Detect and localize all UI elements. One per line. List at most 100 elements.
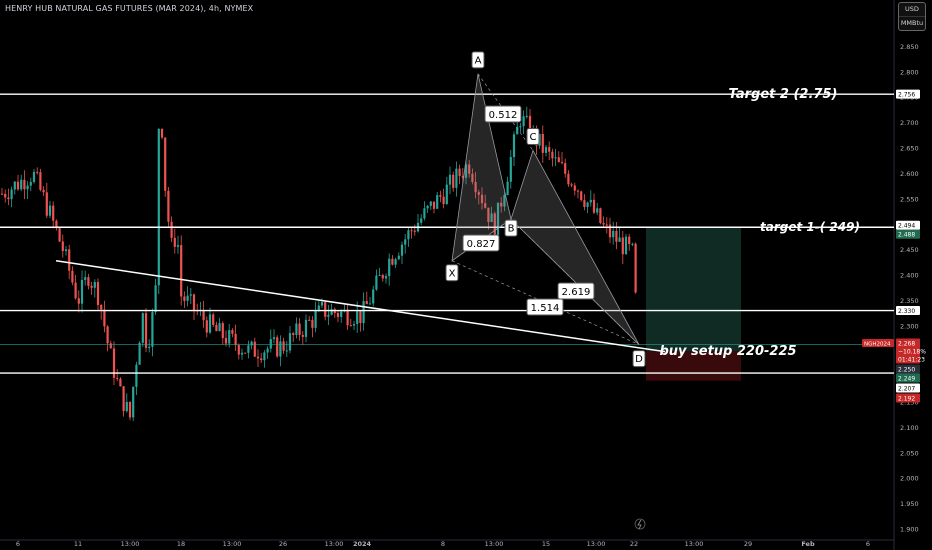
candle-body <box>144 313 148 348</box>
candle-body <box>330 309 333 315</box>
candle-body <box>432 201 436 209</box>
candle-body <box>455 168 458 188</box>
candle-body <box>234 333 237 346</box>
candle-body <box>570 184 573 186</box>
candle-body <box>84 277 87 280</box>
candle-body <box>311 320 314 328</box>
price-axis-tag-entry2 <box>896 373 920 383</box>
price-axis-tag-text: −10.18% <box>898 349 926 356</box>
price-axis-tag-text: 2.330 <box>898 308 915 315</box>
candle-body <box>68 249 71 271</box>
candle-body <box>16 181 20 190</box>
candle-body <box>519 126 522 128</box>
candle-body <box>365 301 368 305</box>
candle-body <box>362 301 365 324</box>
candle-body <box>4 193 7 198</box>
candle-body <box>500 202 503 207</box>
candle-body <box>39 172 42 190</box>
candle-body <box>404 239 407 245</box>
candle-body <box>269 339 272 349</box>
candle-body <box>221 323 224 339</box>
price-axis-tag-text: 2.250 <box>898 367 915 374</box>
candle-body <box>452 174 455 188</box>
candle-body <box>231 330 234 334</box>
pattern-ac-diagonal <box>477 73 534 151</box>
candle-body <box>580 191 583 201</box>
event-lightning-icon <box>634 518 646 530</box>
pattern-bcd-triangle <box>510 149 640 345</box>
x-tick-label: 6 <box>866 540 870 548</box>
candle-body <box>301 334 304 337</box>
x-tick-label: Feb <box>801 540 815 548</box>
candle-body <box>541 133 544 153</box>
candle-body <box>23 179 26 190</box>
y-tick-label: 2.100 <box>900 424 919 432</box>
candle-body <box>509 157 512 182</box>
candle-body <box>13 181 16 190</box>
pattern-point-a-label: A <box>475 55 482 66</box>
candle-body <box>276 337 279 357</box>
pattern-point-x-label: X <box>449 268 456 279</box>
x-tick-label: 13:00 <box>223 540 242 548</box>
candle-body <box>42 189 45 193</box>
candle-body <box>10 189 13 200</box>
candle-body <box>359 311 362 324</box>
candle-body <box>551 151 554 159</box>
price-axis-tag-target <box>896 229 920 239</box>
candle-body <box>304 319 308 337</box>
candle-body <box>164 137 167 191</box>
candle-body <box>464 164 468 178</box>
candle-body <box>215 324 218 332</box>
candle-body <box>560 162 564 164</box>
x-tick-label: 13:00 <box>121 540 140 548</box>
price-axis-tag-current <box>896 338 920 348</box>
x-tick-label: 2024 <box>353 540 372 548</box>
candle-body <box>90 285 93 288</box>
candle-body <box>288 333 292 351</box>
candle-body <box>573 185 576 191</box>
y-tick-label: 2.300 <box>900 322 919 330</box>
candle-body <box>496 202 500 239</box>
candle-body <box>407 230 410 240</box>
pattern-point-b-label: B <box>508 224 515 235</box>
y-tick-label: 1.900 <box>900 526 919 534</box>
candle-body <box>148 346 151 348</box>
candle-body <box>132 386 135 418</box>
candle-body <box>167 190 170 222</box>
candle-body <box>461 176 464 178</box>
candle-body <box>426 205 429 209</box>
x-tick-label: 22 <box>630 540 638 548</box>
candle-body <box>32 171 36 182</box>
pattern-point-a-box <box>471 51 485 69</box>
candle-body <box>205 320 208 333</box>
lightning-bolt-icon <box>637 519 642 530</box>
y-tick-label: 2.850 <box>900 43 919 51</box>
price-axis-tag-text: 01:41:23 <box>898 357 925 364</box>
candle-body <box>74 282 77 299</box>
candle-body <box>183 296 186 301</box>
candle-body <box>436 195 439 209</box>
candle-body <box>240 352 244 355</box>
candle-body <box>592 199 596 213</box>
price-axis-tag-line <box>896 220 920 230</box>
candle-body <box>336 312 340 317</box>
candle-body <box>272 337 276 340</box>
candle-body <box>484 203 487 208</box>
y-tick-label: 1.950 <box>900 500 919 508</box>
ratio-label: 1.514 <box>531 303 560 314</box>
candle-body <box>157 128 160 286</box>
candle-body <box>394 259 397 265</box>
candle-body <box>292 333 295 335</box>
currency-unit-selector[interactable]: USD MMBtu <box>898 2 926 31</box>
price-axis-tag-text: 2.488 <box>898 232 915 239</box>
candle-body <box>346 309 349 326</box>
candle-body <box>29 181 32 186</box>
candle-body <box>423 208 426 219</box>
candle-body <box>26 185 29 190</box>
x-tick-label: 6 <box>16 540 20 548</box>
x-tick-label: 15 <box>542 540 550 548</box>
candle-body <box>381 275 384 279</box>
candle-body <box>400 244 404 256</box>
